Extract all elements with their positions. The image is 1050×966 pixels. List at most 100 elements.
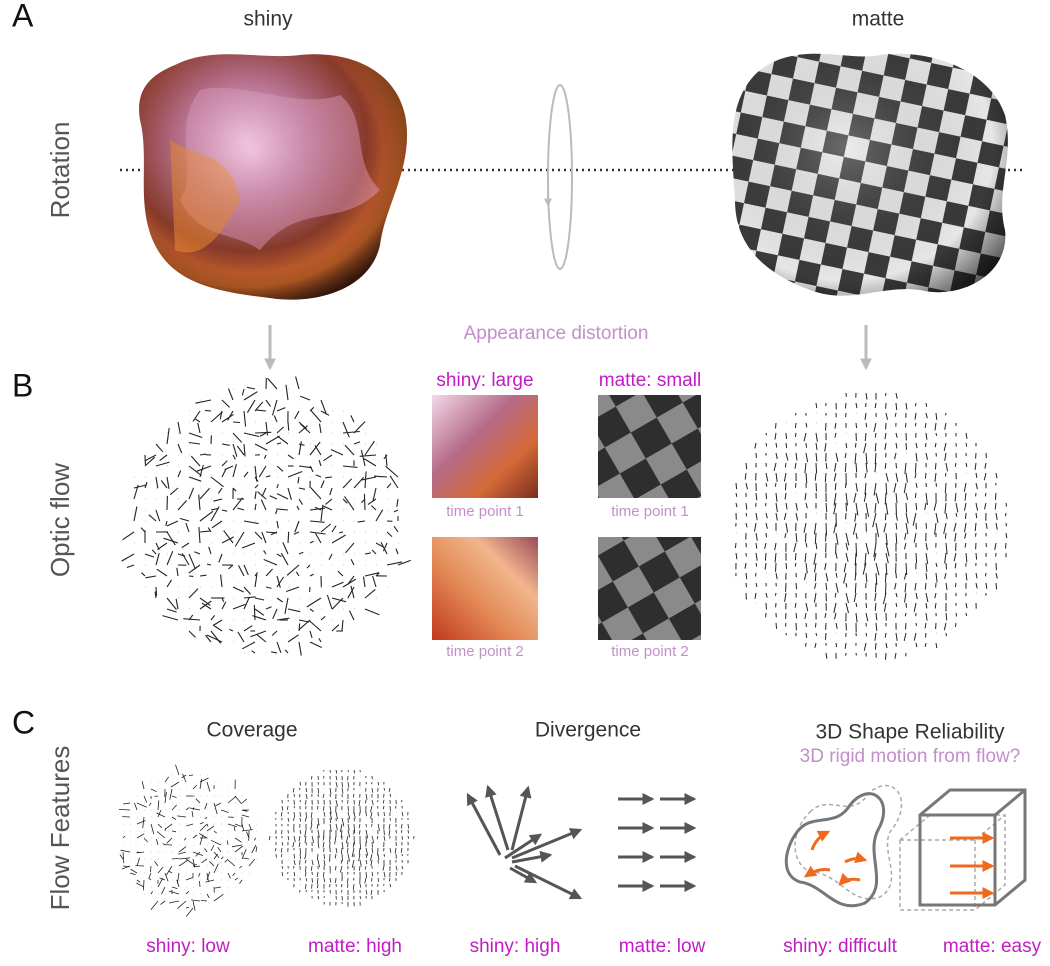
- flow-vector: [228, 389, 233, 400]
- flow-vector: [167, 580, 172, 587]
- flow-vector: [219, 554, 222, 562]
- row-label: Flow Features: [45, 746, 75, 911]
- flow-vector: [935, 473, 936, 482]
- flow-vector: [826, 583, 827, 590]
- flow-vector: [281, 553, 288, 565]
- row-label: Optic flow: [45, 463, 75, 577]
- flow-vector: [866, 573, 867, 582]
- flow-vector: [825, 443, 826, 451]
- flow-vector: [324, 806, 325, 811]
- flow-vector: [786, 433, 787, 439]
- flow-vector: [946, 413, 947, 415]
- flow-vector: [343, 466, 357, 467]
- flow-vector: [390, 806, 391, 811]
- flow-vector: [183, 619, 200, 620]
- flow-vector: [965, 523, 967, 532]
- flow-vector: [360, 830, 361, 834]
- flow-vector: [364, 459, 376, 466]
- flow-vector: [321, 505, 323, 521]
- flow-vector: [966, 463, 967, 467]
- flow-vector: [975, 463, 976, 470]
- flow-vector: [233, 444, 237, 457]
- flow-vector: [342, 818, 344, 826]
- flow-vector: [836, 453, 838, 462]
- flow-vector: [242, 799, 247, 803]
- flow-vector: [875, 593, 876, 601]
- flow-vector: [354, 477, 364, 488]
- flow-vector: [300, 812, 301, 817]
- flow-vector: [925, 623, 926, 628]
- flow-vector: [935, 603, 936, 609]
- flow-vector: [244, 587, 251, 594]
- flow-vector: [266, 422, 268, 435]
- flow-vector: [915, 413, 916, 420]
- flow-vector: [854, 493, 856, 503]
- flow-vector: [825, 473, 826, 482]
- flow-vector: [311, 812, 312, 818]
- flow-vector: [288, 609, 300, 612]
- flow-vector: [766, 483, 767, 487]
- flow-vector: [349, 611, 354, 620]
- flow-vector: [936, 433, 937, 436]
- flow-vector: [157, 543, 167, 550]
- flow-vector: [365, 589, 375, 598]
- caption: Appearance distortion: [464, 323, 649, 344]
- flow-vector: [795, 553, 796, 560]
- flow-vector: [956, 503, 958, 512]
- flow-vector: [816, 543, 817, 549]
- flow-vector: [815, 533, 816, 544]
- flow-vector: [736, 503, 737, 507]
- flow-vector: [222, 400, 230, 407]
- flow-vector: [916, 443, 917, 448]
- flow-vector: [896, 493, 897, 503]
- flow-vector: [906, 403, 907, 409]
- flow-vector: [244, 597, 249, 609]
- flow-vector: [294, 854, 295, 859]
- flow-vector: [966, 443, 967, 447]
- flow-vector: [184, 838, 186, 840]
- flow-vector: [162, 616, 178, 620]
- flow-vector: [294, 812, 295, 818]
- flow-vector: [946, 543, 947, 554]
- flow-vector: [885, 443, 886, 450]
- flow-vector: [926, 613, 927, 621]
- flow-vector: [199, 834, 207, 839]
- flow-vector: [161, 480, 167, 488]
- flow-vector: [332, 598, 346, 602]
- flow-vector: [886, 553, 888, 563]
- flow-vector: [836, 533, 838, 545]
- flow-vector: [318, 842, 319, 848]
- flow-vector: [335, 836, 336, 844]
- flow-vector: [776, 573, 777, 579]
- flow-vector: [156, 444, 163, 452]
- flow-vector: [225, 859, 228, 862]
- flow-vector: [261, 500, 266, 511]
- flow-vector: [806, 603, 808, 611]
- flow-vector: [846, 543, 848, 550]
- flow-vector: [786, 523, 788, 533]
- flow-vector: [205, 803, 207, 809]
- panel-label: A: [12, 0, 34, 33]
- flow-vector: [365, 866, 366, 870]
- flow-vector: [955, 463, 956, 467]
- flow-vector: [383, 800, 384, 804]
- flow-vector: [300, 424, 310, 433]
- flow-vector: [1005, 513, 1006, 516]
- flow-vector: [207, 824, 208, 827]
- panel-label: B: [12, 367, 33, 403]
- flow-vector: [396, 549, 398, 554]
- flow-vector: [936, 413, 937, 420]
- flow-vector: [283, 542, 288, 554]
- flow-vector: [746, 483, 748, 489]
- flow-vector: [875, 443, 876, 451]
- flow-vector: [844, 573, 846, 584]
- flow-vector: [269, 836, 270, 840]
- flow-vector: [806, 503, 807, 508]
- flow-vector: [266, 400, 271, 406]
- flow-vector: [336, 800, 338, 807]
- flow-vector: [167, 551, 173, 565]
- flow-vector: [178, 444, 182, 453]
- flow-vector: [300, 854, 301, 859]
- flow-vector: [151, 901, 158, 910]
- flow-vector: [200, 822, 204, 824]
